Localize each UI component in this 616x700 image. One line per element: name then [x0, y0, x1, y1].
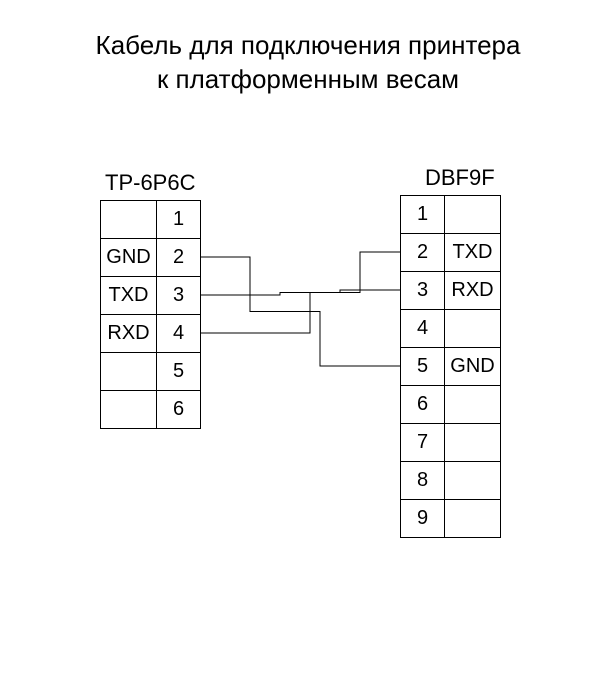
table-row: RXD4	[101, 315, 201, 353]
page-title: Кабель для подключения принтера к платфо…	[0, 28, 616, 96]
right-pin-table: 12TXD3RXD45GND6789	[400, 195, 501, 538]
pin-label	[445, 196, 501, 234]
table-row: 3RXD	[401, 272, 501, 310]
pin-number: 1	[157, 201, 201, 239]
pin-label	[445, 424, 501, 462]
pin-number: 9	[401, 500, 445, 538]
pin-number: 6	[157, 391, 201, 429]
pin-label: TXD	[445, 234, 501, 272]
pin-number: 5	[401, 348, 445, 386]
table-row: GND2	[101, 239, 201, 277]
table-row: 4	[401, 310, 501, 348]
pin-label	[445, 310, 501, 348]
left-connector-label: TP-6P6C	[105, 170, 195, 196]
pin-label: GND	[101, 239, 157, 277]
title-line-1: Кабель для подключения принтера	[96, 30, 521, 60]
pin-label	[445, 386, 501, 424]
wire	[200, 290, 400, 295]
pin-label	[445, 462, 501, 500]
wiring-diagram	[0, 0, 616, 700]
table-row: 8	[401, 462, 501, 500]
pin-label	[101, 201, 157, 239]
pin-number: 4	[401, 310, 445, 348]
pin-number: 1	[401, 196, 445, 234]
table-row: TXD3	[101, 277, 201, 315]
pin-label: RXD	[445, 272, 501, 310]
pin-number: 3	[401, 272, 445, 310]
pin-number: 7	[401, 424, 445, 462]
wire	[200, 257, 400, 366]
pin-number: 5	[157, 353, 201, 391]
pin-label	[101, 353, 157, 391]
table-row: 5GND	[401, 348, 501, 386]
pin-label	[445, 500, 501, 538]
pin-number: 8	[401, 462, 445, 500]
pin-number: 6	[401, 386, 445, 424]
page: Кабель для подключения принтера к платфо…	[0, 0, 616, 700]
pin-label	[101, 391, 157, 429]
pin-number: 3	[157, 277, 201, 315]
pin-label: RXD	[101, 315, 157, 353]
left-pin-table: 1GND2TXD3RXD456	[100, 200, 201, 429]
pin-label: GND	[445, 348, 501, 386]
table-row: 7	[401, 424, 501, 462]
table-row: 1	[401, 196, 501, 234]
table-row: 5	[101, 353, 201, 391]
table-row: 6	[101, 391, 201, 429]
table-row: 6	[401, 386, 501, 424]
pin-label: TXD	[101, 277, 157, 315]
pin-number: 4	[157, 315, 201, 353]
wire	[200, 252, 400, 333]
table-row: 9	[401, 500, 501, 538]
title-line-2: к платформенным весам	[157, 64, 459, 94]
right-connector-label: DBF9F	[425, 165, 495, 191]
table-row: 2TXD	[401, 234, 501, 272]
pin-number: 2	[157, 239, 201, 277]
pin-number: 2	[401, 234, 445, 272]
table-row: 1	[101, 201, 201, 239]
